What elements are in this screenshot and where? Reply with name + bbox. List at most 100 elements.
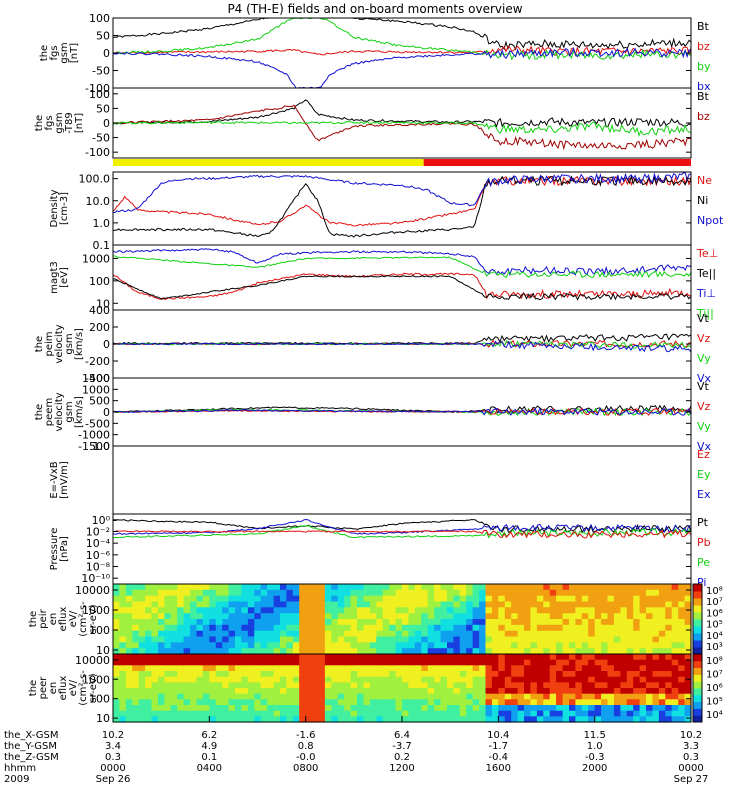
colorbar-segment [693,584,702,592]
y-tick-label: -100 [85,146,110,159]
spectrogram-cell [382,642,390,649]
spectrogram-cell [215,636,223,643]
spectrogram-cell [382,676,390,683]
spectrogram-cell [556,682,564,689]
spectrogram-cell [119,699,127,706]
spectrogram-cell [363,716,371,723]
spectrogram-cell [209,654,217,661]
spectrogram-cell [119,659,127,666]
spectrogram-cell [434,659,442,666]
spectrogram-cell [382,654,390,661]
spectrogram-cell [556,601,564,608]
mode-bar-slow [113,159,424,166]
y-tick-label: 1000 [82,252,110,265]
spectrogram-cell [530,659,538,666]
spectrogram-cell [466,659,474,666]
spectrogram-cell [260,665,268,672]
spectrogram-cell [286,665,294,672]
spectrogram-cell [190,688,198,695]
spectrogram-cell [202,693,210,700]
spectrogram-cell [382,607,390,614]
spectrogram-cell [376,693,384,700]
legend-pressure-1: Pb [697,536,711,549]
spectrogram-cell [369,693,377,700]
spectrogram-cell [183,665,191,672]
spectrogram-cell [549,682,557,689]
spectrogram-cell [299,654,307,661]
spectrogram-cell [241,589,249,597]
spectrogram-cell [524,654,531,661]
y-tick-label: 500 [89,395,110,408]
spectrogram-cell [286,659,294,666]
spectrogram-cell [479,648,487,655]
spectrogram-cell [639,716,647,723]
spectrogram-cell [228,613,236,620]
spectrogram-cell [254,688,262,695]
spectrogram-cell [389,693,397,700]
spectrogram-cell [639,699,647,706]
spectrogram-cell [658,613,666,620]
legend-temp-2: Ti⊥ [696,287,716,300]
spectrogram-cell [312,630,320,638]
spectrogram-cell [459,699,467,706]
spectrogram-cell [491,630,499,638]
spectrogram-cell [652,710,660,717]
spectrogram-cell [678,693,686,700]
spectrogram-cell [273,682,281,689]
spectrogram-cell [350,693,358,700]
spectrogram-cell [556,671,564,678]
x-row-label: the_Y-GSM [4,741,57,752]
spectrogram-cell [357,624,364,632]
y-label-line: fgs [49,45,60,60]
spectrogram-cell [145,613,153,620]
spectrogram-cell [459,710,467,717]
spectrogram-cell [177,682,185,689]
spectrogram-cell [562,665,570,672]
spectrogram-cell [376,676,384,683]
spectrogram-cell [549,716,557,723]
spectrogram-cell [504,682,512,689]
spectrogram-cell [427,693,435,700]
spectrogram-cell [466,619,474,626]
spectrogram-cell [684,595,692,603]
spectrogram-cell [408,705,416,712]
spectrogram-cell [543,716,551,723]
spectrogram-cell [267,665,275,672]
spectrogram-cell [382,659,390,666]
spectrogram-cell [202,613,210,620]
spectrogram-cell [459,613,467,620]
spectrogram-cell [569,624,576,632]
spectrogram-cell [569,676,576,683]
spectrogram-cell [344,699,352,706]
spectrogram-cell [228,636,236,643]
spectrogram-cell [196,636,204,643]
spectrogram-cell [357,648,364,655]
spectrogram-cell [395,716,403,723]
spectrogram-cell [556,613,564,620]
spectrogram-cell [382,682,390,689]
spectrogram-cell [312,642,320,649]
spectrogram-cell [331,584,339,591]
spectrogram-cell [357,693,364,700]
y-label-line: [nT] [74,113,85,133]
spectrogram-cell [607,705,615,712]
spectrogram-cell [138,595,146,603]
spectrogram-cell [543,613,551,620]
spectrogram-cell [312,607,320,614]
spectrogram-cell [222,688,230,695]
spectrogram-cell [228,595,236,603]
spectrogram-cell [369,595,377,603]
spectrogram-cell [247,630,255,638]
spectrogram-cell [581,630,589,638]
spectrogram-cell [222,682,230,689]
x-row-label: 2009 [4,774,29,785]
colorbar-label: 10⁸ [706,656,723,667]
spectrogram-cell [472,716,480,723]
spectrogram-cell [337,624,345,632]
spectrogram-cell [434,699,442,706]
spectrogram-cell [357,589,364,597]
spectrogram-cell [170,705,178,712]
spectrogram-cell [138,619,146,626]
spectrogram-cell [344,682,352,689]
spectrogram-cell [151,654,159,661]
